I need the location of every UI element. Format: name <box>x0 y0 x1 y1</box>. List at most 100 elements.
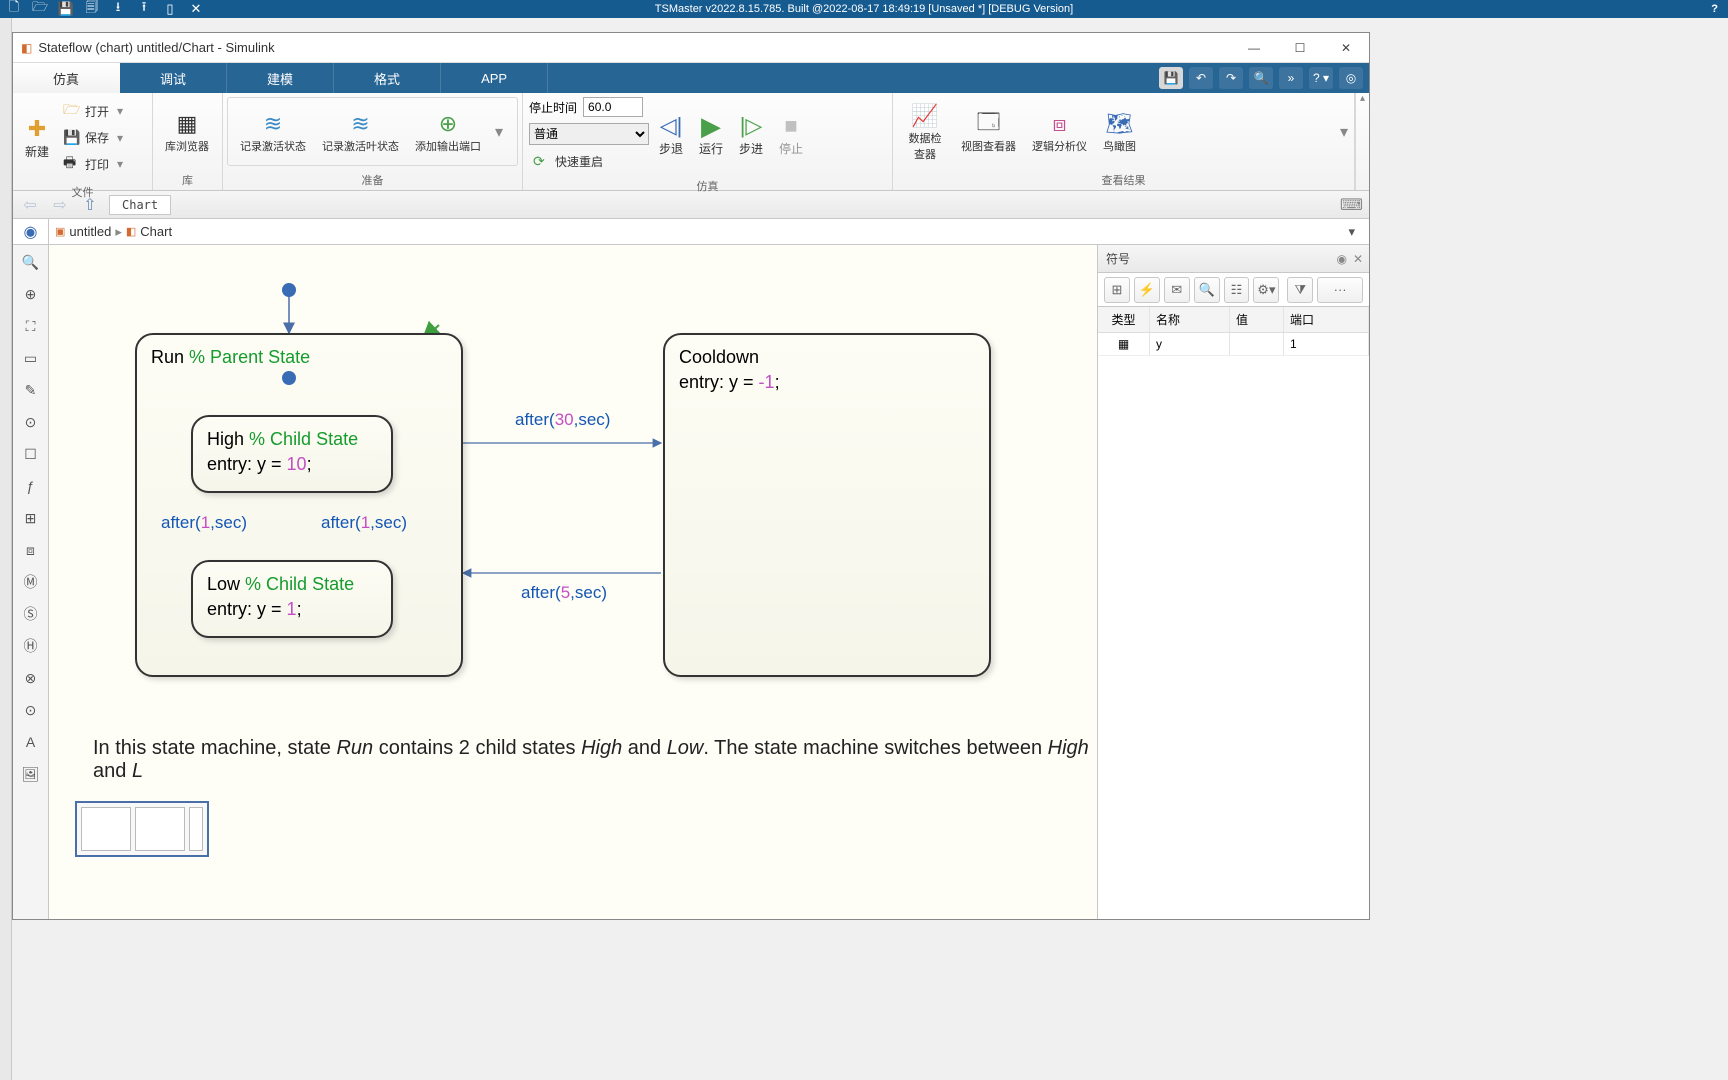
upload-icon[interactable]: ⭱ <box>136 1 152 17</box>
quick-save-icon[interactable]: 💾 <box>1159 67 1183 89</box>
transition-low-to-high-label[interactable]: after(1,sec) <box>161 513 247 533</box>
device-icon[interactable]: ▯ <box>162 1 178 17</box>
rect-icon[interactable]: ▭ <box>18 345 44 371</box>
collapse-ribbon-icon[interactable]: ▴ <box>1355 93 1369 190</box>
fit-icon[interactable]: ⛶ <box>18 313 44 339</box>
help-icon[interactable]: ? <box>1711 3 1718 15</box>
simulink-fn-icon[interactable]: Ⓢ <box>18 601 44 627</box>
tab-simulation[interactable]: 仿真 <box>13 63 120 93</box>
open-icon[interactable]: 🗁 <box>32 1 48 17</box>
save-all-icon[interactable]: 🗐 <box>84 1 100 17</box>
bc-leaf[interactable]: Chart <box>140 224 172 239</box>
fast-restart-button[interactable]: ⟳快速重启 <box>529 151 649 172</box>
maximize-button[interactable]: ☐ <box>1277 33 1323 63</box>
open-button[interactable]: 🗁打开▾ <box>59 97 127 125</box>
tab-app[interactable]: APP <box>441 63 548 93</box>
history-icon[interactable]: Ⓗ <box>18 633 44 659</box>
state-cooldown[interactable]: Cooldown entry: y = -1; <box>663 333 991 677</box>
tab-debug[interactable]: 调试 <box>120 63 227 93</box>
nav-back-icon[interactable]: ⇦ <box>19 195 41 215</box>
save-button[interactable]: 💾保存▾ <box>59 127 127 148</box>
tab-modeling[interactable]: 建模 <box>227 63 334 93</box>
run-button[interactable]: ▶运行 <box>693 110 729 159</box>
undo-icon[interactable]: ↶ <box>1189 67 1213 89</box>
box-icon[interactable]: ☐ <box>18 441 44 467</box>
expand-icon[interactable]: » <box>1279 67 1303 89</box>
junction-icon[interactable]: ⊙ <box>18 409 44 435</box>
log-leaf-state-button[interactable]: ≋记录激活叶状态 <box>316 108 405 156</box>
prepare-dropdown-icon[interactable]: ▾ <box>495 122 503 142</box>
col-val-header[interactable]: 值 <box>1230 307 1284 332</box>
matlab-fn-icon[interactable]: Ⓜ <box>18 569 44 595</box>
lasso-icon[interactable]: ✎ <box>18 377 44 403</box>
keyboard-icon[interactable]: ⌨ <box>1340 195 1363 215</box>
col-port-header[interactable]: 端口 <box>1284 307 1369 332</box>
data-inspector-button[interactable]: 📈数据检查器 <box>899 100 951 164</box>
stop-button[interactable]: ■停止 <box>773 110 809 159</box>
col-name-header[interactable]: 名称 <box>1150 307 1230 332</box>
save-icon[interactable]: 💾 <box>58 1 74 17</box>
cross-icon[interactable]: ⊗ <box>18 665 44 691</box>
step-back-button[interactable]: ◁|步退 <box>653 110 689 159</box>
nav-forward-icon[interactable]: ⇨ <box>49 195 71 215</box>
stateflow-canvas[interactable]: Run % Parent State High % Child State en… <box>49 245 1097 919</box>
function-icon[interactable]: ƒ <box>18 473 44 499</box>
print-button[interactable]: 🖶打印▾ <box>59 150 127 178</box>
birds-eye-button[interactable]: 🗺鸟瞰图 <box>1097 108 1142 156</box>
review-dropdown-icon[interactable]: ▾ <box>1340 122 1348 142</box>
symbols-row[interactable]: ▦ y 1 <box>1098 333 1369 356</box>
sym-filter-icon[interactable]: ⧩ <box>1287 277 1313 303</box>
sym-search-icon[interactable]: ··· <box>1317 277 1363 303</box>
new-button[interactable]: ✚ 新建 <box>19 113 55 162</box>
chart-icon: ◧ <box>126 225 136 238</box>
bc-root[interactable]: untitled <box>69 224 111 239</box>
state-low[interactable]: Low % Child State entry: y = 1; <box>191 560 393 638</box>
transition-cooldown-to-run-label[interactable]: after(5,sec) <box>521 583 607 603</box>
dot-icon[interactable]: ⊙ <box>18 697 44 723</box>
truth-icon[interactable]: ⊞ <box>18 505 44 531</box>
close-button[interactable]: ✕ <box>1323 33 1369 63</box>
logic-analyzer-button[interactable]: ⧈逻辑分析仪 <box>1026 108 1093 156</box>
new-doc-icon[interactable]: 🗋 <box>6 1 22 17</box>
bc-left-tool[interactable]: ◉ <box>13 219 49 244</box>
inner-default-dot[interactable] <box>282 371 296 385</box>
default-transition-dot[interactable] <box>282 283 296 297</box>
library-browser-button[interactable]: ▦ 库浏览器 <box>159 108 215 156</box>
close-x-icon[interactable]: ✕ <box>188 1 204 17</box>
symbols-dropdown-icon[interactable]: ◉ <box>1336 252 1346 266</box>
view-inspector-button[interactable]: 🗔视图查看器 <box>955 108 1022 156</box>
state-high[interactable]: High % Child State entry: y = 10; <box>191 415 393 493</box>
target-icon[interactable]: ◎ <box>1339 67 1363 89</box>
sym-add-msg-icon[interactable]: ✉ <box>1164 277 1190 303</box>
tab-format[interactable]: 格式 <box>334 63 441 93</box>
minimize-button[interactable]: — <box>1231 33 1277 63</box>
annotation-icon[interactable]: A <box>18 729 44 755</box>
log-active-state-button[interactable]: ≋记录激活状态 <box>234 108 312 156</box>
redo-icon[interactable]: ↷ <box>1219 67 1243 89</box>
pan-icon[interactable]: ⊕ <box>18 281 44 307</box>
col-type-header[interactable]: 类型 <box>1098 307 1150 332</box>
sym-gear-icon[interactable]: ⚙▾ <box>1253 277 1279 303</box>
download-icon[interactable]: ⭳ <box>110 1 126 17</box>
step-forward-button[interactable]: |▷步进 <box>733 110 769 159</box>
stop-time-input[interactable] <box>583 97 643 117</box>
graphical-icon[interactable]: ⧈ <box>18 537 44 563</box>
help-dropdown-icon[interactable]: ? ▾ <box>1309 67 1333 89</box>
row-type-icon: ▦ <box>1098 333 1150 355</box>
sym-tree-icon[interactable]: ☷ <box>1224 277 1250 303</box>
bc-dropdown-icon[interactable]: ▾ <box>1348 224 1363 240</box>
sym-resolve-icon[interactable]: 🔍 <box>1194 277 1220 303</box>
transition-run-to-cooldown-label[interactable]: after(30,sec) <box>515 410 610 430</box>
transition-high-to-low-label[interactable]: after(1,sec) <box>321 513 407 533</box>
zoom-in-icon[interactable]: 🔍 <box>18 249 44 275</box>
sim-mode-select[interactable]: 普通 <box>529 123 649 145</box>
add-output-port-button[interactable]: ⊕添加输出端口 <box>409 108 487 156</box>
search-icon[interactable]: 🔍 <box>1249 67 1273 89</box>
image-icon[interactable]: 🖼 <box>18 761 44 787</box>
sym-add-event-icon[interactable]: ⚡ <box>1134 277 1160 303</box>
symbols-close-icon[interactable]: ✕ <box>1353 252 1363 266</box>
nav-up-icon[interactable]: ⇧ <box>79 195 101 215</box>
thumbnail-navigator[interactable] <box>75 801 209 857</box>
chart-tab[interactable]: Chart <box>109 195 171 215</box>
sym-add-data-icon[interactable]: ⊞ <box>1104 277 1130 303</box>
